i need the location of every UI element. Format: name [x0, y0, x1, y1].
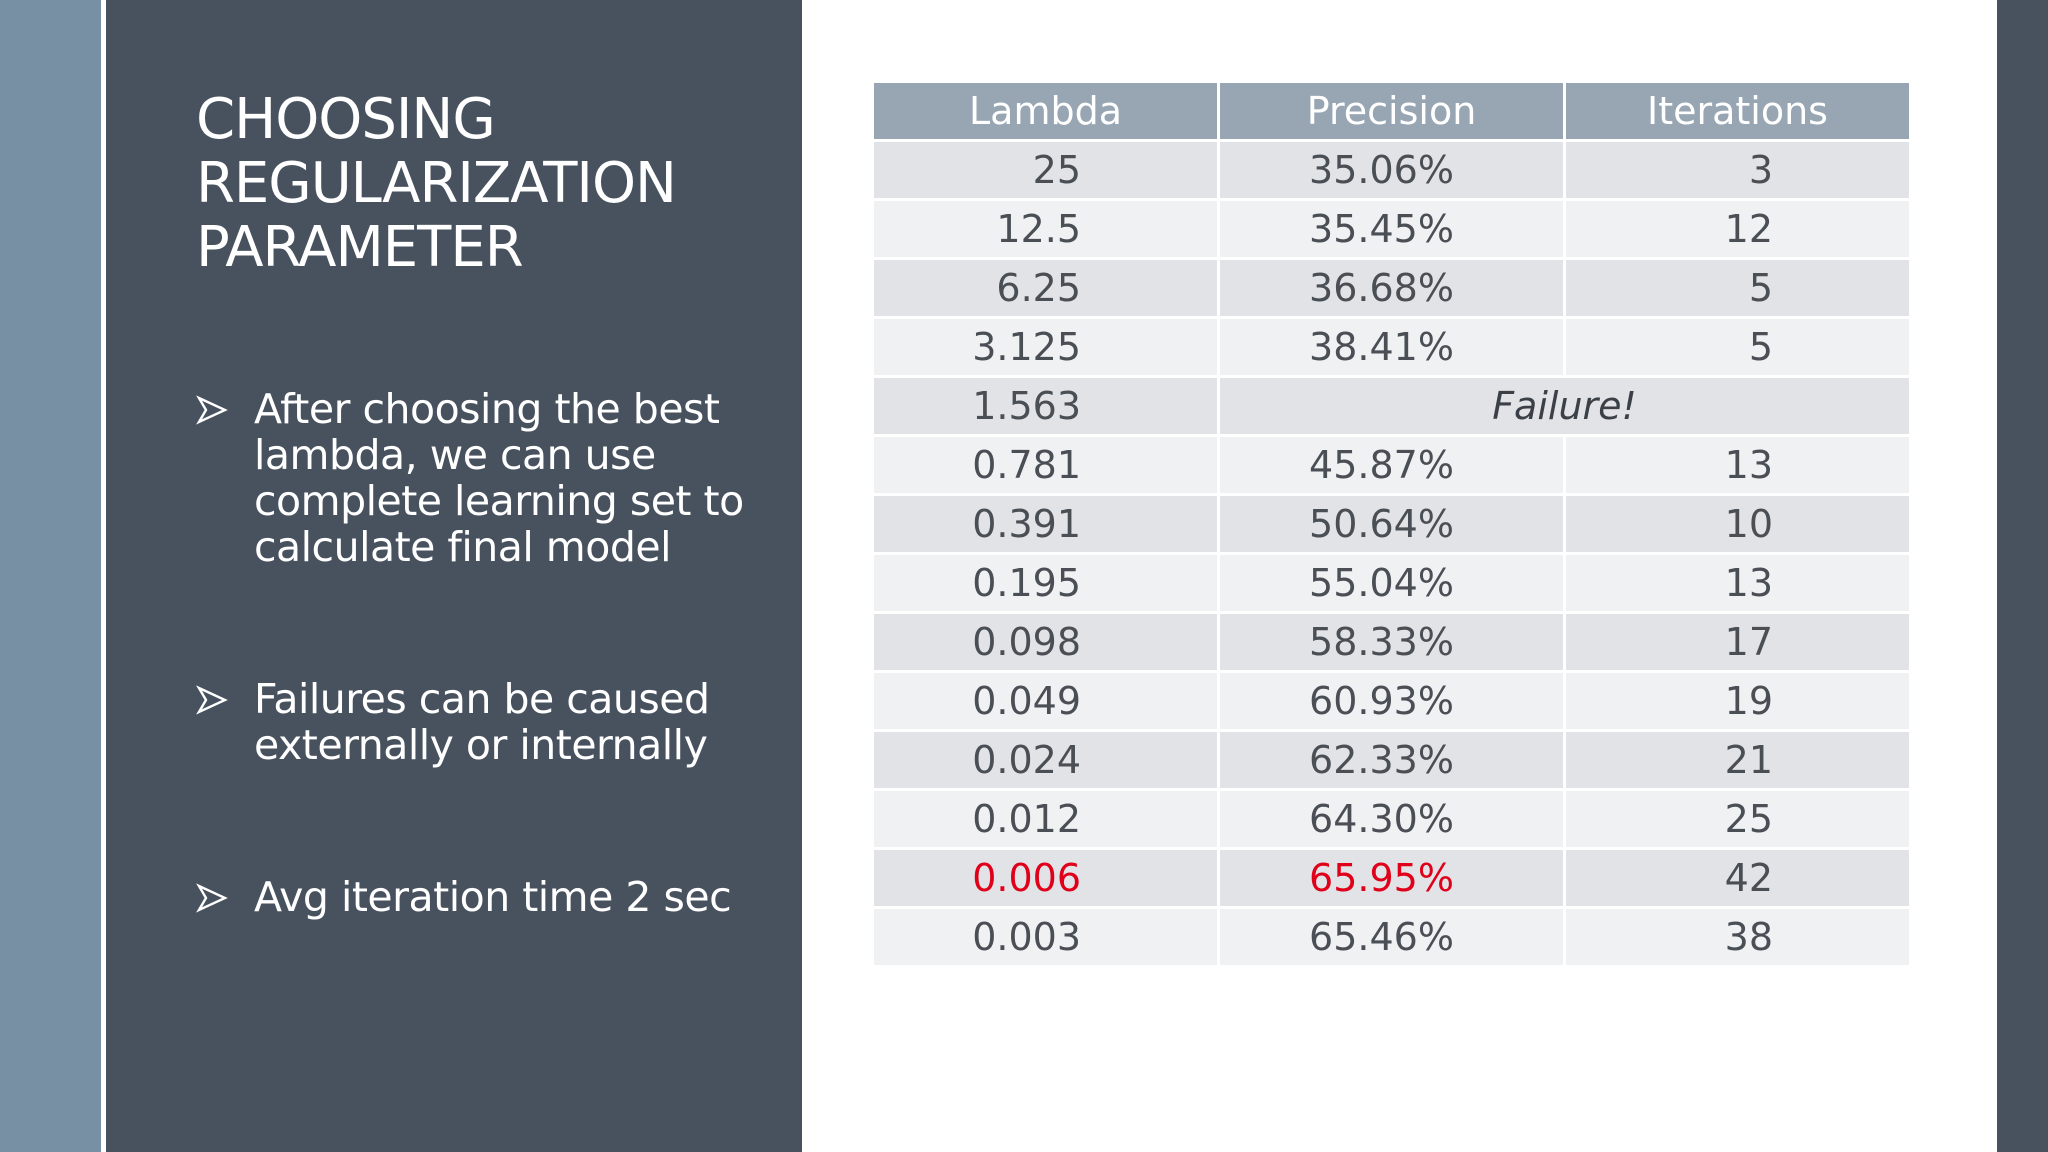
precision-cell: 65.95%: [1217, 847, 1566, 909]
precision-cell: 64.30%: [1217, 788, 1566, 850]
iterations-cell: 5: [1563, 316, 1912, 378]
lambda-cell: 3.125: [871, 316, 1220, 378]
table-row: 1.563 Failure!: [871, 375, 1912, 437]
precision-cell: 60.93%: [1217, 670, 1566, 732]
iterations-cell: 13: [1563, 434, 1912, 496]
lambda-cell: 0.098: [871, 611, 1220, 673]
table-row: 0.012 64.30% 25: [871, 788, 1912, 850]
slide-title: CHOOSING REGULARIZATION PARAMETER: [196, 87, 677, 280]
iterations-cell: 25: [1563, 788, 1912, 850]
precision-cell: 35.06%: [1217, 139, 1566, 201]
iterations-cell: 21: [1563, 729, 1912, 791]
lambda-cell: 0.003: [871, 906, 1220, 968]
table-row: 3.125 38.41% 5: [871, 316, 1912, 378]
left-accent-strip: [0, 0, 101, 1152]
table-row: 0.195 55.04% 13: [871, 552, 1912, 614]
divider-line: [101, 0, 106, 1152]
bullet-item: After choosing the best lambda, we can u…: [196, 386, 756, 570]
iterations-cell: 38: [1563, 906, 1912, 968]
bullet-text: After choosing the best lambda, we can u…: [254, 385, 744, 571]
arrowhead-bullet-icon: [196, 883, 228, 913]
precision-cell: 65.46%: [1217, 906, 1566, 968]
table-row: 0.049 60.93% 19: [871, 670, 1912, 732]
bullet-item: Failures can be caused externally or int…: [196, 676, 756, 768]
precision-cell: 35.45%: [1217, 198, 1566, 260]
table-row: 0.003 65.46% 38: [871, 906, 1912, 968]
precision-cell: 38.41%: [1217, 316, 1566, 378]
table-row: 0.781 45.87% 13: [871, 434, 1912, 496]
iterations-cell: 17: [1563, 611, 1912, 673]
lambda-precision-table: Lambda Precision Iterations 25 35.06% 3 12.…: [871, 80, 1912, 968]
lambda-cell: 0.049: [871, 670, 1220, 732]
bullet-item: Avg iteration time 2 sec: [196, 874, 756, 920]
iterations-cell: 5: [1563, 257, 1912, 319]
lambda-cell: 25: [871, 139, 1220, 201]
lambda-cell: 0.195: [871, 552, 1220, 614]
lambda-cell: 0.781: [871, 434, 1220, 496]
side-panel: [106, 0, 802, 1152]
lambda-cell: 0.024: [871, 729, 1220, 791]
lambda-cell: 6.25: [871, 257, 1220, 319]
failure-cell: Failure!: [1217, 375, 1912, 437]
iterations-cell: 3: [1563, 139, 1912, 201]
table-row: 0.391 50.64% 10: [871, 493, 1912, 555]
iterations-cell: 19: [1563, 670, 1912, 732]
table-row: 6.25 36.68% 5: [871, 257, 1912, 319]
lambda-cell: 0.006: [871, 847, 1220, 909]
iterations-cell: 42: [1563, 847, 1912, 909]
header-precision: Precision: [1217, 80, 1566, 142]
precision-cell: 36.68%: [1217, 257, 1566, 319]
table-row: 12.5 35.45% 12: [871, 198, 1912, 260]
iterations-cell: 10: [1563, 493, 1912, 555]
lambda-cell: 0.391: [871, 493, 1220, 555]
precision-cell: 50.64%: [1217, 493, 1566, 555]
lambda-cell: 0.012: [871, 788, 1220, 850]
table-header-row: Lambda Precision Iterations: [871, 80, 1912, 142]
header-iterations: Iterations: [1563, 80, 1912, 142]
table-body: 25 35.06% 3 12.5 35.45% 12 6.25 36.68% 5 3.125 38.…: [871, 139, 1912, 968]
table-row: 0.098 58.33% 17: [871, 611, 1912, 673]
table-row: 0.024 62.33% 21: [871, 729, 1912, 791]
iterations-cell: 12: [1563, 198, 1912, 260]
bullet-text: Avg iteration time 2 sec: [254, 873, 732, 921]
lambda-cell: 1.563: [871, 375, 1220, 437]
arrowhead-bullet-icon: [196, 395, 228, 425]
precision-cell: 62.33%: [1217, 729, 1566, 791]
right-accent-strip: [1997, 0, 2048, 1152]
bullet-text: Failures can be caused externally or int…: [254, 675, 710, 769]
lambda-cell: 12.5: [871, 198, 1220, 260]
precision-cell: 58.33%: [1217, 611, 1566, 673]
table-row: 25 35.06% 3: [871, 139, 1912, 201]
precision-cell: 45.87%: [1217, 434, 1566, 496]
arrowhead-bullet-icon: [196, 685, 228, 715]
header-lambda: Lambda: [871, 80, 1220, 142]
precision-cell: 55.04%: [1217, 552, 1566, 614]
iterations-cell: 13: [1563, 552, 1912, 614]
table-row: 0.006 65.95% 42: [871, 847, 1912, 909]
